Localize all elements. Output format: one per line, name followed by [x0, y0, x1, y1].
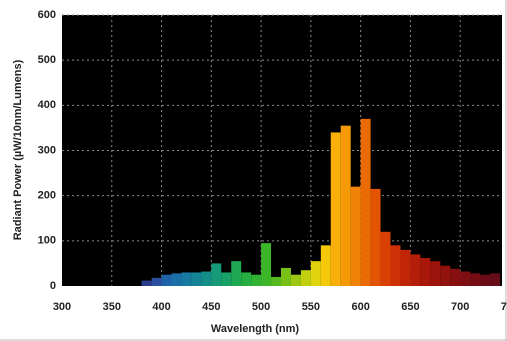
y-tick-label: 0	[50, 280, 56, 292]
y-tick-label: 500	[38, 54, 56, 66]
bar	[400, 249, 411, 286]
bar	[290, 274, 301, 286]
x-tick-label: 350	[103, 301, 121, 313]
y-tick-label: 200	[38, 190, 56, 202]
bar	[390, 245, 401, 286]
bar	[360, 118, 371, 286]
y-tick-label: 100	[38, 235, 56, 247]
bar	[231, 261, 242, 286]
bar	[330, 132, 341, 286]
bar	[350, 186, 361, 286]
bar	[281, 267, 291, 286]
bar	[221, 272, 232, 286]
bar	[141, 280, 152, 286]
bar	[430, 261, 441, 286]
bar	[251, 274, 262, 286]
bar	[480, 274, 491, 286]
bar	[171, 273, 182, 286]
y-tick-label: 400	[38, 99, 56, 111]
bar	[440, 265, 451, 286]
bar	[470, 273, 481, 286]
bar	[310, 261, 321, 286]
x-tick-label: 700	[451, 301, 469, 313]
x-tick-label: 400	[152, 301, 170, 313]
bar	[151, 277, 162, 286]
bar	[261, 243, 272, 286]
bar	[271, 276, 282, 286]
x-tick-label: 650	[401, 301, 419, 313]
bar	[460, 271, 471, 286]
bar	[320, 245, 331, 286]
bar	[450, 268, 461, 286]
x-axis-label: Wavelength (nm)	[211, 323, 300, 335]
bar	[300, 270, 311, 286]
x-tick-label: 300	[53, 301, 71, 313]
bar	[161, 274, 172, 286]
bar	[340, 125, 351, 287]
y-tick-label: 600	[38, 9, 56, 21]
bar	[420, 257, 431, 286]
bar	[181, 272, 192, 286]
bar	[241, 272, 252, 286]
bar	[380, 231, 391, 286]
x-tick-label: 500	[252, 301, 270, 313]
x-tick-label: 450	[202, 301, 220, 313]
bar	[211, 263, 222, 286]
bar	[201, 271, 212, 286]
y-axis-label: Radiant Power (µW/10nm/Lumens)	[12, 59, 24, 240]
x-tick-label: 750	[501, 301, 507, 313]
y-tick-label: 300	[38, 144, 56, 156]
bar	[490, 273, 501, 286]
bar	[370, 188, 381, 286]
bar	[410, 254, 421, 286]
x-tick-label: 600	[351, 301, 369, 313]
x-tick-label: 550	[302, 301, 320, 313]
bar	[191, 272, 202, 286]
